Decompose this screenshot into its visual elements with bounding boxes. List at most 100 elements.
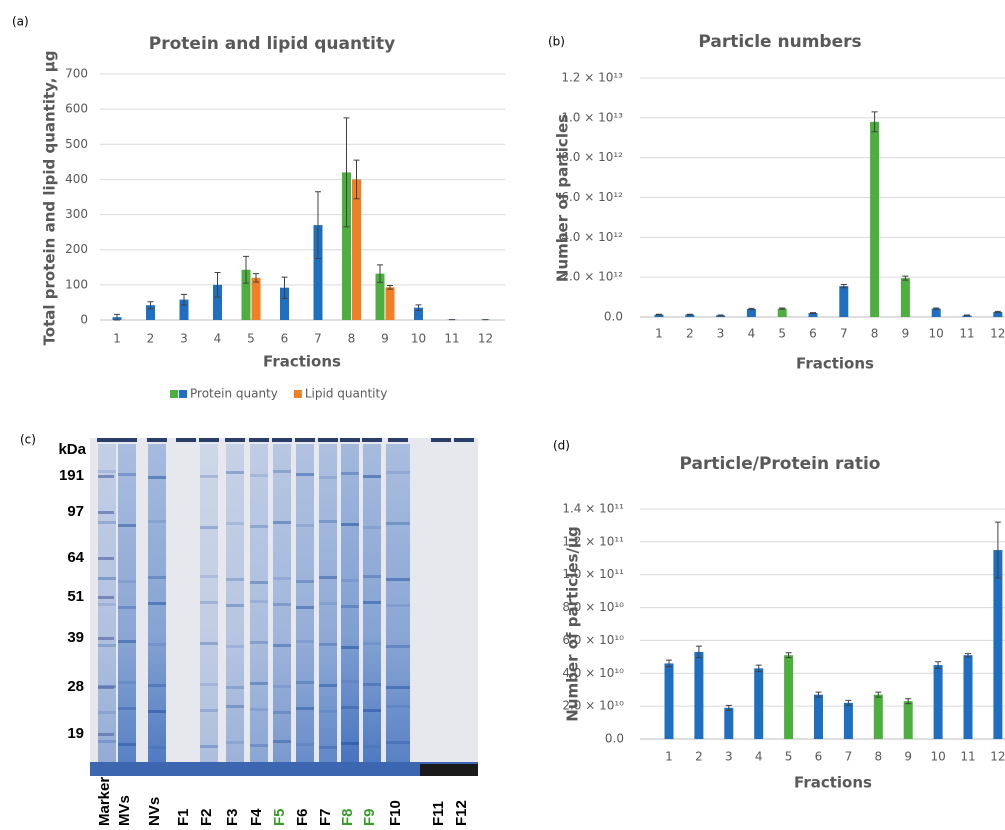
legend-swatch (293, 390, 302, 398)
bar (784, 655, 794, 739)
gel-band (273, 521, 291, 524)
gel-lane (273, 444, 291, 762)
gel-band (118, 681, 136, 684)
gel-band (148, 684, 166, 687)
bar (870, 121, 880, 317)
y-tick-label: 8.0 × 10¹² (561, 150, 623, 164)
gel-band (118, 743, 136, 746)
x-tick-label: 9 (381, 332, 389, 346)
bar (241, 269, 251, 320)
gel-band (226, 645, 244, 648)
panel-label: (d) (553, 439, 570, 453)
x-tick-label: 1 (655, 327, 663, 341)
gel-band (148, 643, 166, 646)
gel-band (296, 580, 314, 583)
y-axis-label: Number of particles/µg (564, 526, 582, 721)
gel-well (295, 438, 315, 442)
marker-band (98, 596, 114, 599)
gel-band (148, 602, 166, 605)
panel-label: (a) (12, 15, 29, 29)
y-tick-label: 8.0 × 10¹⁰ (562, 600, 624, 614)
y-tick-label: 0.0 (604, 310, 623, 324)
gel-band (296, 707, 314, 710)
gel-band (386, 604, 410, 607)
marker-band (98, 475, 114, 478)
gel-well (147, 438, 167, 442)
gel-band (273, 711, 291, 714)
gel-band (296, 473, 314, 476)
gel-unit: kDa (58, 441, 86, 458)
x-tick-label: 12 (990, 750, 1005, 764)
x-tick-label: 12 (478, 332, 493, 346)
error-bar (748, 307, 755, 311)
gel-band (296, 606, 314, 609)
gel-well (340, 438, 360, 442)
y-axis-label: Number of particles (554, 114, 572, 282)
x-tick-label: 9 (904, 750, 912, 764)
gel-band (296, 524, 314, 527)
error-bar (933, 307, 940, 310)
gel-band (341, 472, 359, 475)
x-tick-label: 7 (845, 750, 853, 764)
x-tick-label: 2 (686, 327, 694, 341)
bar (664, 663, 674, 739)
marker-band (98, 511, 114, 514)
x-tick-label: 7 (314, 332, 322, 346)
x-tick-label: 1 (665, 750, 673, 764)
y-tick-label: 500 (65, 137, 88, 151)
gel-band (341, 706, 359, 709)
gel-band (200, 745, 218, 748)
error-bar (253, 273, 259, 283)
error-bar (181, 293, 187, 306)
x-tick-label: 5 (785, 750, 793, 764)
gel-band (341, 742, 359, 745)
error-bar (686, 313, 693, 316)
x-tick-label: 11 (959, 327, 974, 341)
gel-band (296, 640, 314, 643)
gel-band (200, 475, 218, 478)
gel-well (272, 438, 292, 442)
y-tick-label: 2.0 × 10¹⁰ (562, 699, 624, 713)
x-tick-label: 3 (180, 332, 188, 346)
gel-lane (296, 444, 314, 762)
marker-size: 191 (59, 467, 84, 484)
gel-well (117, 438, 137, 442)
gel-well (249, 438, 269, 442)
gel-lane (341, 444, 359, 762)
y-tick-label: 700 (65, 67, 88, 81)
gel-band (319, 520, 337, 523)
gel-band (319, 710, 337, 713)
error-bar (755, 664, 762, 673)
gel-band (226, 741, 244, 744)
gel-well (176, 438, 196, 442)
error-bar (845, 699, 852, 706)
gel-band (118, 524, 136, 527)
bar (342, 172, 351, 320)
x-tick-label: 1 (113, 332, 121, 346)
gel-well (362, 438, 382, 442)
gel-band (226, 604, 244, 607)
gel-band (341, 646, 359, 649)
x-tick-label: 3 (717, 327, 725, 341)
y-axis-label: Total protein and lipid quantity, µg (41, 51, 59, 346)
gel-band (386, 645, 410, 648)
legend-label: Lipid quantity (305, 387, 387, 401)
gel-band (273, 470, 291, 473)
bar (694, 651, 704, 739)
bar (385, 287, 395, 320)
lane-label: F7 (317, 808, 334, 826)
error-bar (785, 652, 792, 659)
bar (352, 179, 361, 320)
x-tick-label: 5 (247, 332, 255, 346)
gel-front (90, 762, 478, 776)
bar (873, 694, 883, 739)
bar (993, 550, 1003, 739)
error-bar (656, 313, 662, 316)
gel-band (148, 520, 166, 523)
y-tick-label: 400 (65, 172, 88, 186)
lane-label: NVs (146, 797, 163, 826)
gel-band (226, 686, 244, 689)
gel-band (363, 683, 381, 686)
y-tick-label: 6.0 × 10¹² (561, 190, 623, 204)
y-tick-label: 200 (65, 242, 88, 256)
